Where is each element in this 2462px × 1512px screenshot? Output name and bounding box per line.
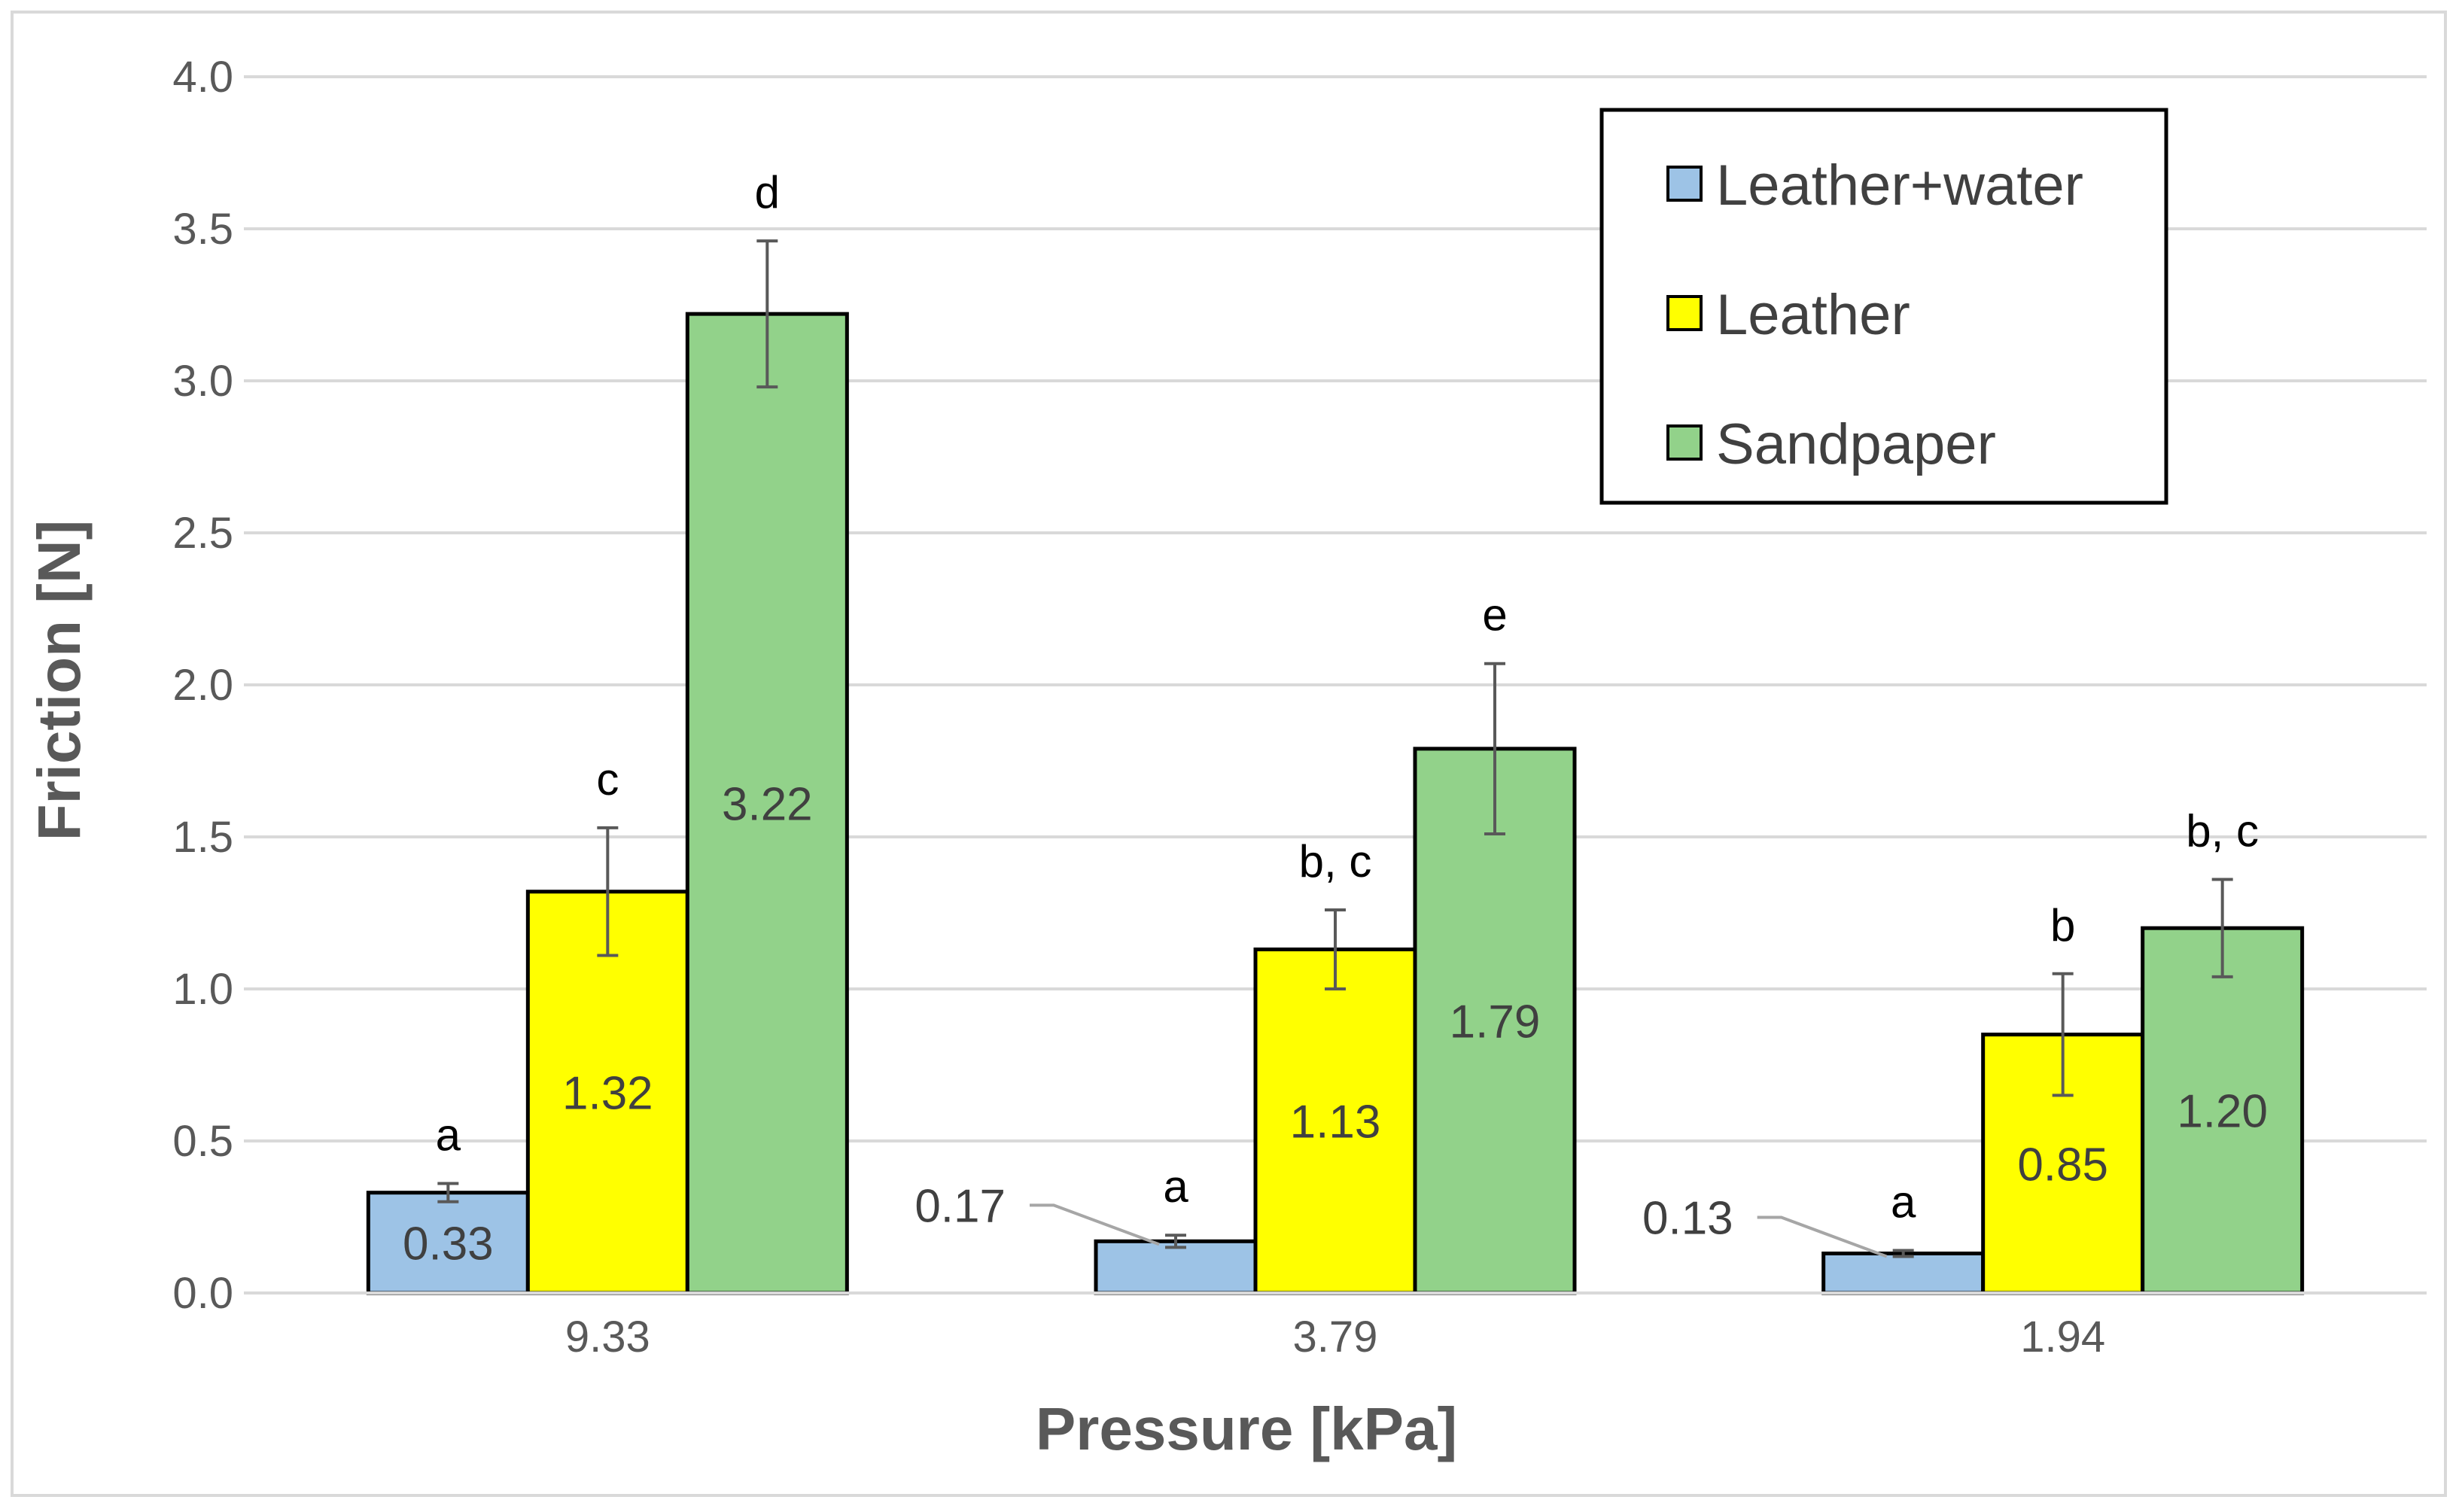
significance-letter: a (436, 1110, 461, 1161)
value-leader-line (1030, 1203, 1160, 1246)
y-tick-label: 2.0 (172, 661, 233, 710)
x-axis-ticks: 9.33 3.79 1.94 (565, 1313, 2105, 1361)
y-tick-label: 1.5 (172, 813, 233, 862)
x-tick-label: 3.79 (1293, 1313, 1378, 1361)
bar (685, 312, 849, 1295)
significance-letter: e (1482, 590, 1507, 640)
value-label: 3.22 (722, 779, 813, 831)
significance-letter: b, c (2186, 806, 2259, 856)
significance-letter: b (2050, 900, 2075, 951)
significance-letter: c (596, 754, 619, 805)
significance-letter: a (1163, 1161, 1188, 1212)
x-tick-label: 1.94 (2020, 1313, 2105, 1361)
y-tick-label: 2.5 (172, 509, 233, 558)
bars (366, 312, 2305, 1295)
y-axis-ticks: 0.0 0.5 1.0 1.5 2.0 2.5 3.0 3.5 4.0 (172, 53, 233, 1318)
y-tick-label: 3.5 (172, 205, 233, 254)
value-leader-line (1757, 1215, 1888, 1258)
y-tick-label: 0.5 (172, 1117, 233, 1166)
bar (1821, 1251, 1986, 1295)
value-label: 1.20 (2177, 1086, 2268, 1138)
significance-letter: b, c (1299, 836, 1372, 887)
value-label: 0.33 (403, 1218, 494, 1270)
significance-letter: a (1891, 1176, 1916, 1227)
error-bars (437, 239, 2233, 1258)
y-axis-title: Friction [N] (26, 520, 93, 841)
value-label: 1.79 (1450, 996, 1541, 1048)
value-label: 1.13 (1290, 1097, 1381, 1148)
y-tick-label: 4.0 (172, 53, 233, 102)
legend-label: Leather (1716, 283, 1910, 347)
legend-swatch (1666, 424, 1703, 461)
x-axis-title: Pressure [kPa] (1036, 1395, 1457, 1462)
legend-label: Sandpaper (1716, 412, 1996, 476)
bar (1094, 1239, 1258, 1295)
value-label: 0.17 (915, 1180, 1006, 1232)
significance-letter: d (755, 167, 780, 218)
value-label: 1.32 (562, 1067, 653, 1119)
legend-swatch (1666, 295, 1703, 331)
legend: Leather+water Leather Sandpaper (1599, 108, 2168, 505)
y-tick-label: 1.0 (172, 965, 233, 1014)
legend-label: Leather+water (1716, 154, 2083, 218)
y-tick-label: 3.0 (172, 357, 233, 406)
x-tick-label: 9.33 (565, 1313, 650, 1361)
value-label: 0.13 (1642, 1192, 1733, 1244)
chart-frame: 0.0 0.5 1.0 1.5 2.0 2.5 3.0 3.5 4.0 a 0.33 c 1.32 d 3… (11, 11, 2447, 1497)
data-labels: a 0.33 c 1.32 d 3.22 a 0.17 b, c 1.13 e 1.79 a 0.13 b 0… (403, 167, 2268, 1270)
legend-swatch (1666, 166, 1703, 202)
value-label: 0.85 (2017, 1139, 2108, 1191)
bar-chart: 0.0 0.5 1.0 1.5 2.0 2.5 3.0 3.5 4.0 a 0.33 c 1.32 d 3… (26, 53, 2427, 1462)
bar (366, 1191, 530, 1295)
y-tick-label: 0.0 (172, 1269, 233, 1318)
